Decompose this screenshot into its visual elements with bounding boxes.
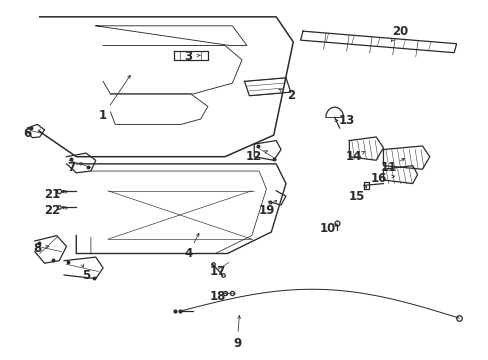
Text: 4: 4 xyxy=(184,247,192,260)
Text: 22: 22 xyxy=(44,204,60,217)
Text: 3: 3 xyxy=(184,50,192,63)
Text: 7: 7 xyxy=(67,161,75,174)
Text: 5: 5 xyxy=(81,269,90,282)
Text: 9: 9 xyxy=(233,337,241,350)
Text: 14: 14 xyxy=(346,150,362,163)
Text: 6: 6 xyxy=(23,127,32,140)
Text: 20: 20 xyxy=(391,25,408,38)
Text: 18: 18 xyxy=(209,290,225,303)
Text: 1: 1 xyxy=(99,109,107,122)
Text: 15: 15 xyxy=(348,190,364,203)
Text: 13: 13 xyxy=(338,114,354,127)
Text: 16: 16 xyxy=(369,172,386,185)
Text: 10: 10 xyxy=(319,222,335,235)
Text: 8: 8 xyxy=(33,242,41,255)
Text: 21: 21 xyxy=(44,188,60,201)
Text: 17: 17 xyxy=(209,265,225,278)
Text: 12: 12 xyxy=(245,150,262,163)
Text: 2: 2 xyxy=(286,89,294,102)
Text: 11: 11 xyxy=(380,161,396,174)
Text: 19: 19 xyxy=(258,204,274,217)
